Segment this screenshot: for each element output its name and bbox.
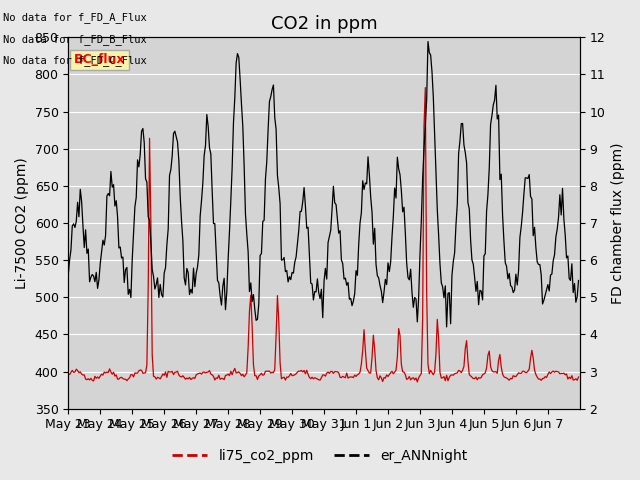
Text: No data for f_FD_C_Flux: No data for f_FD_C_Flux (3, 55, 147, 66)
Text: No data for f_FD_B_Flux: No data for f_FD_B_Flux (3, 34, 147, 45)
Title: CO2 in ppm: CO2 in ppm (271, 15, 378, 33)
Y-axis label: Li-7500 CO2 (ppm): Li-7500 CO2 (ppm) (15, 157, 29, 289)
Text: BC_flux: BC_flux (74, 53, 125, 66)
Y-axis label: FD chamber flux (ppm): FD chamber flux (ppm) (611, 142, 625, 304)
Text: No data for f_FD_A_Flux: No data for f_FD_A_Flux (3, 12, 147, 23)
Legend: li75_co2_ppm, er_ANNnight: li75_co2_ppm, er_ANNnight (167, 443, 473, 468)
